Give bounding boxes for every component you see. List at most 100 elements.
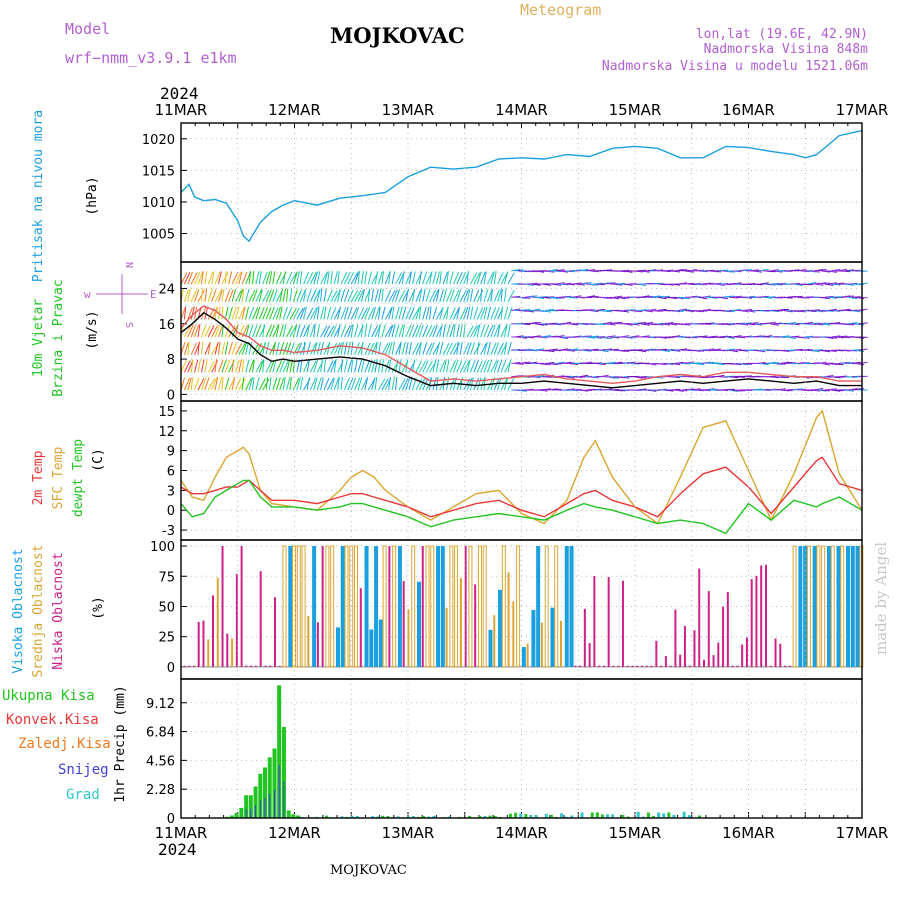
cloud-bar-mid	[392, 545, 397, 668]
cloud-bar-low	[273, 597, 276, 667]
wind-barb	[490, 288, 493, 302]
wind-barb	[661, 295, 671, 298]
wind-barb	[695, 362, 705, 366]
wind-barb	[459, 271, 467, 285]
precip-small-bar	[381, 815, 385, 818]
wind-barb	[313, 271, 318, 285]
wind-barb	[214, 341, 219, 355]
wind-barb	[347, 306, 353, 320]
wind-barb	[824, 374, 834, 378]
wind-barb	[238, 324, 245, 338]
wind-barb	[401, 341, 406, 355]
wind-barb	[350, 307, 358, 320]
wind-barb	[275, 306, 281, 320]
wind-barb	[415, 324, 422, 338]
wind-barb	[211, 377, 218, 391]
wind-barb	[469, 360, 476, 373]
pressure-line	[180, 129, 863, 243]
wind-barb	[452, 324, 456, 338]
wind-barb	[398, 341, 402, 355]
wind-barb	[354, 377, 361, 391]
wind-barb	[582, 349, 592, 352]
wind-barb	[487, 272, 494, 285]
wind-barb	[609, 296, 619, 300]
precip-small-bar	[427, 816, 431, 818]
wind-barb	[272, 341, 276, 355]
wind-barb	[449, 289, 455, 302]
precip-snow-bar	[278, 764, 280, 818]
wind-barb	[732, 282, 742, 285]
wind-barb	[204, 342, 211, 355]
wind-barb	[821, 389, 831, 392]
lonlat-info: lon,lat (19.6E, 42.9N)	[696, 27, 868, 42]
wind-barb	[282, 306, 288, 320]
wind-barb	[490, 307, 497, 320]
cloud-bar-mid	[540, 622, 543, 667]
wind-barb	[640, 335, 650, 338]
cloud-bar-low	[240, 546, 243, 667]
wind-barb	[507, 341, 512, 355]
precip-small-bar	[519, 813, 523, 818]
wind-barb	[374, 377, 378, 391]
wind-barb	[340, 272, 348, 285]
wind-barb	[599, 349, 609, 353]
wind-barb	[299, 271, 303, 285]
cloud-bar-low	[226, 633, 229, 667]
wind-barb	[769, 269, 780, 272]
wind-barb	[466, 271, 469, 285]
cloud-bar-high	[812, 546, 817, 667]
wind-barb	[729, 376, 739, 379]
wind-barb	[228, 378, 235, 391]
wind-barb	[330, 360, 336, 373]
wind-barb	[483, 359, 490, 373]
cloud-bar-low	[698, 568, 701, 667]
cloud-bar-low	[212, 595, 215, 667]
wind-barb	[262, 341, 266, 355]
wind-barb	[637, 283, 647, 286]
wind-barb	[586, 336, 596, 339]
wind-ylabel-1: 10m Vjetar	[31, 299, 46, 377]
wind-barb	[432, 324, 438, 338]
wind-barb	[480, 271, 486, 285]
wind-barb	[466, 325, 474, 338]
wind-barb	[323, 306, 327, 320]
wind-barb	[435, 271, 440, 285]
cloud-bar-low	[602, 665, 605, 667]
wind-barb	[262, 378, 270, 391]
wind-barb	[452, 342, 460, 355]
wind-barb	[476, 271, 482, 285]
cloud-bar-low	[474, 584, 477, 667]
wind-barb	[452, 307, 460, 320]
precip-small-bar	[396, 816, 400, 818]
wind-barb	[698, 296, 708, 300]
cloud-bar-mid	[354, 545, 359, 668]
wind-barb	[589, 335, 599, 338]
wind-barb	[279, 306, 283, 320]
wind-barb	[224, 271, 227, 285]
cloud-bar-mid	[349, 545, 354, 668]
wind-barb	[323, 288, 327, 302]
wind-barb	[780, 308, 790, 312]
page-title: MOJKOVAC	[330, 23, 465, 48]
wind-barb	[313, 324, 316, 338]
cloud-bar-low	[660, 665, 663, 667]
wind-barb	[603, 388, 613, 391]
wind-barb	[521, 308, 531, 312]
wind-barb	[343, 341, 348, 355]
top-date-label: 12MAR	[268, 101, 321, 119]
wind-barb	[326, 360, 334, 373]
wind-barb	[354, 271, 360, 285]
wind-barb	[701, 361, 711, 364]
ytick-label: 0	[167, 388, 175, 403]
wind-barb	[200, 288, 204, 302]
wind-barb	[303, 288, 307, 302]
precip-small-bar	[350, 815, 354, 818]
wind-barb	[422, 271, 428, 285]
wind-barb	[613, 321, 623, 325]
wind-barb	[381, 288, 384, 302]
wind-barb	[708, 335, 718, 338]
wind-barb	[405, 307, 412, 320]
wind-barb	[684, 388, 694, 391]
wind-barb	[483, 271, 487, 285]
wind-barb	[316, 306, 320, 320]
